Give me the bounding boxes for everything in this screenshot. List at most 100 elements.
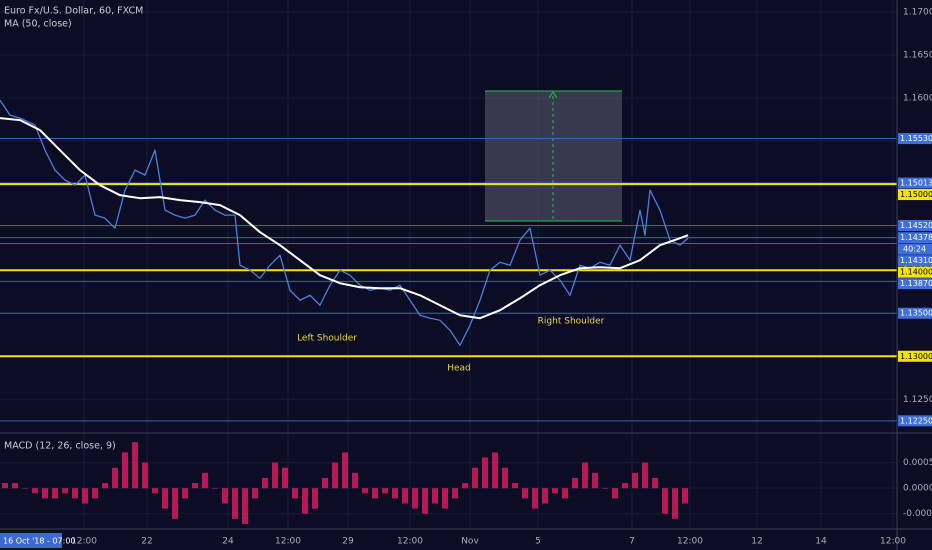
macd-bar [222,488,228,504]
annotation: Left Shoulder [297,334,357,344]
macd-bar [462,483,468,489]
price-tag [898,255,932,267]
macd-bar [322,477,328,489]
macd-bar [32,488,38,494]
axis: 1.125001.130001.135001.140001.145001.150… [0,8,932,548]
x-tick-label: Nov [461,537,479,547]
x-tick-label: 12:00 [71,537,97,547]
macd-bar [302,488,308,514]
countdown-tag [898,243,932,255]
macd-bar [2,483,8,489]
date-label: 16 Oct '18 - 07:00 [3,537,76,546]
y-tick-label: 0.0000 [903,484,932,494]
macd-bar [392,488,398,499]
price-line [0,99,689,346]
x-tick-label: 22 [141,537,152,547]
macd-bar [282,467,288,489]
macd-bar [162,488,168,509]
macd-bar [242,488,248,524]
price-tag-label: 1.13500 [900,309,932,318]
legend-entry: MA (50, close) [4,19,72,30]
macd-bar [292,488,298,499]
y-tick-label: 0.0005 [903,458,932,468]
price-tag-label: 1.14520 [900,221,932,230]
macd-bar [182,488,188,499]
price-tag [898,278,932,290]
x-tick-label: 12 [751,537,762,547]
x-tick-label: 12:00 [397,537,423,547]
price-tag-label: 1.14310 [900,256,932,265]
price-tag-label: 1.13000 [900,352,932,361]
macd-bar [212,488,218,489]
y-tick-label: 1.17000 [903,8,932,18]
macd-bar [512,483,518,489]
macd-bar [542,488,548,504]
macd-bar [62,488,68,494]
y-tick-label: 1.12500 [903,395,932,405]
macd-bar [442,488,448,509]
macd-bar [92,488,98,499]
price-tag [898,232,932,244]
ma-line [0,117,689,320]
macd-bar [592,472,598,489]
macd-bar [132,442,138,489]
macd-bar [82,488,88,504]
price-tag-label: 1.14378 [900,233,932,242]
macd-bar [602,488,608,489]
price-tag [898,415,932,427]
macd-bar [332,462,338,489]
price-tag-label: 1.14000 [900,268,932,277]
macd-bar [72,488,78,499]
macd-bar [152,488,158,494]
x-tick-label: 12:00 [275,537,301,547]
price-tag [898,350,932,362]
target-arrowhead [548,91,558,99]
annotation: Head [447,364,471,374]
macd-bar [682,488,688,504]
macd-bar [52,488,58,499]
macd-bar [12,483,18,489]
y-tick-label: -0.0005 [903,509,932,519]
macd-bar [492,452,498,489]
price-tag [898,177,932,189]
macd-bar [262,477,268,489]
macd-bar [622,483,628,489]
macd-bar [472,467,478,489]
x-tick-label: 7 [629,537,635,547]
price-tag-label: 1.15013 [900,179,932,188]
macd-bar [372,488,378,499]
macd-bar [142,462,148,489]
macd-bar [382,488,388,494]
y-tick-label: 1.16500 [903,51,932,61]
macd-bar [662,488,668,514]
macd-bar [632,472,638,489]
plot [0,99,689,524]
macd-bar [672,488,678,519]
macd-bar [422,488,428,514]
macd-bar [22,488,28,489]
macd-bar [102,483,108,489]
y-tick-label: 1.16000 [903,94,932,104]
legend-entry: MACD (12, 26, close, 9) [4,441,116,452]
macd-bar [432,488,438,504]
annotation: Right Shoulder [538,317,605,327]
x-tick-label: 29 [342,537,354,547]
macd-bar [612,488,618,499]
macd-bar [522,488,528,499]
macd-bar [452,488,458,499]
price-tag-label: 1.15000 [900,190,932,199]
x-tick-label: 12:00 [880,537,906,547]
legend-entry: Euro Fx/U.S. Dollar, 60, FXCM [4,6,143,17]
date-tag [0,533,62,548]
macd-bar [572,477,578,489]
macd-bar [342,452,348,489]
macd-bar [272,462,278,489]
x-tick-label: 24 [222,537,234,547]
macd-bar [252,488,258,499]
macd-bar [552,488,558,494]
price-tag-label: 1.13870 [900,279,932,288]
macd-bar [402,488,408,504]
macd-bar [582,462,588,489]
macd-bar [502,467,508,489]
macd-bar [352,472,358,489]
